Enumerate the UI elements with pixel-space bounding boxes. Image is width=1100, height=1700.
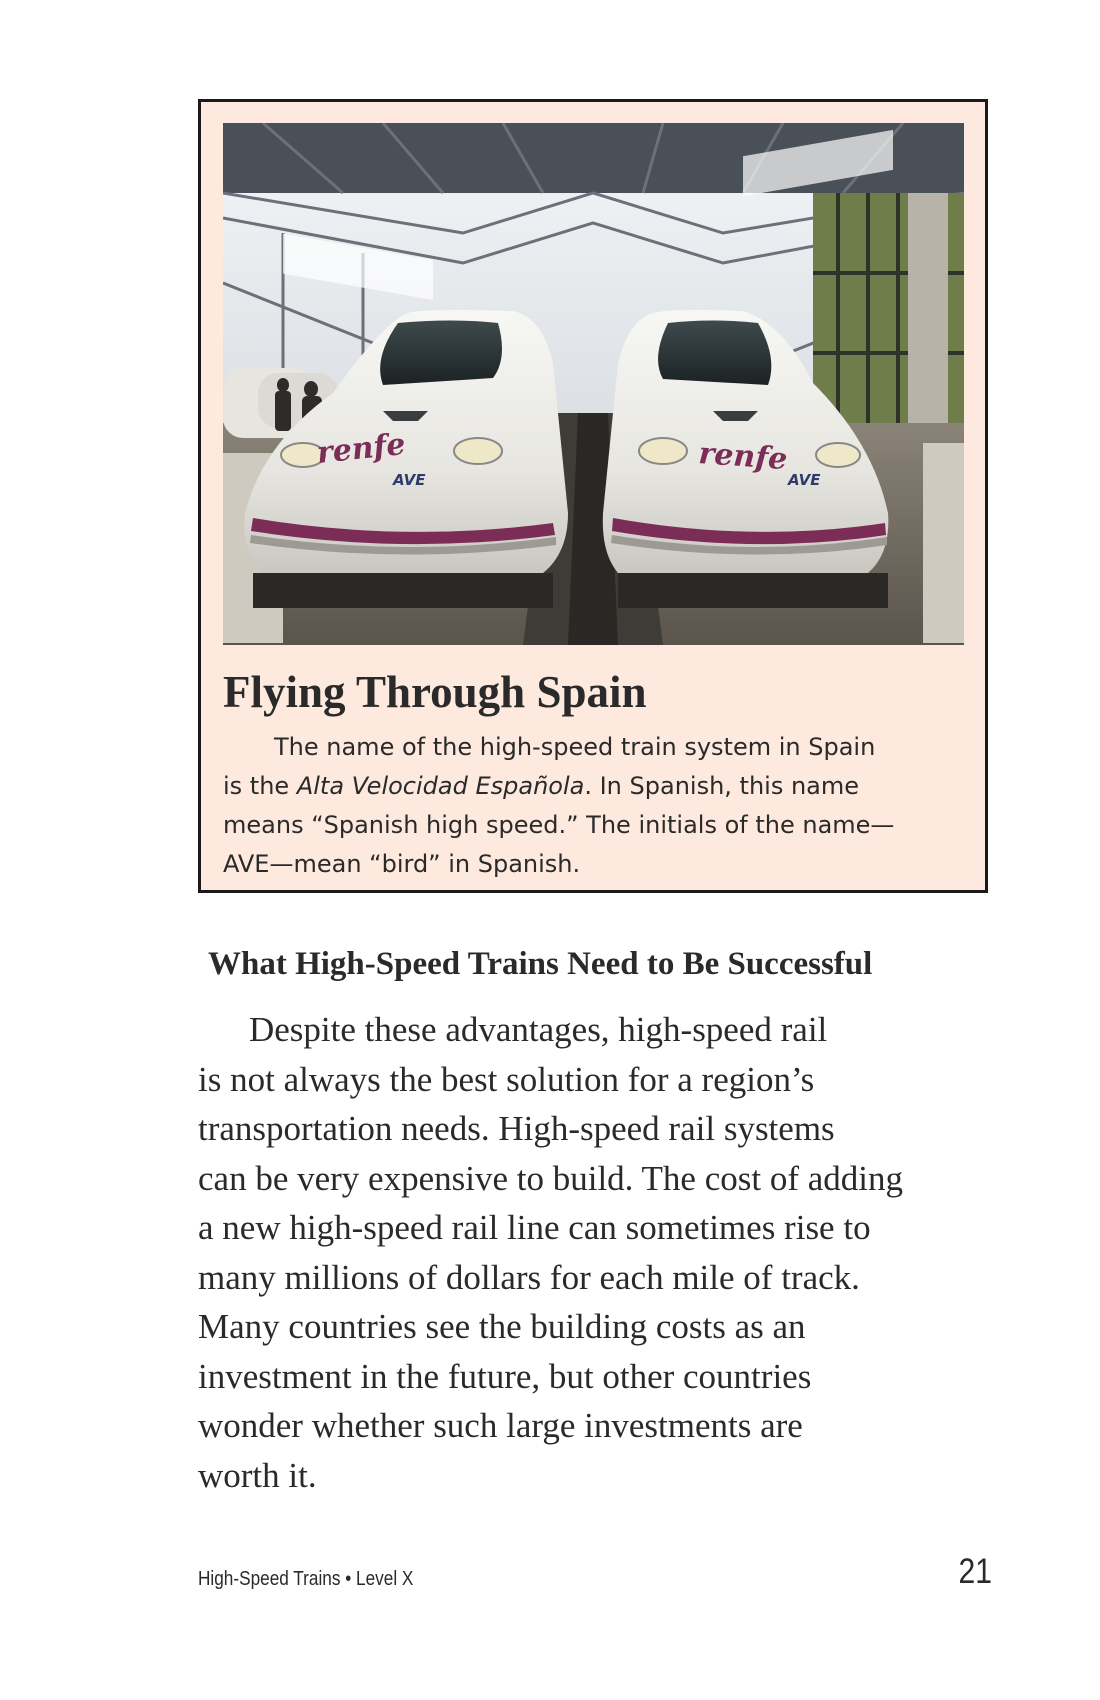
body-line: is not always the best solution for a re… bbox=[198, 1059, 815, 1099]
body-line: transportation needs. High-speed rail sy… bbox=[198, 1109, 835, 1148]
body-paragraph: Despite these advantages, high-speed rai… bbox=[198, 1005, 998, 1500]
italic-term: Alta Velocidad Española bbox=[296, 772, 585, 800]
body-line: wonder whether such large investments ar… bbox=[198, 1406, 803, 1445]
body-line: Many countries see the building costs as… bbox=[198, 1307, 806, 1346]
body-line: many millions of dollars for each mile o… bbox=[198, 1257, 860, 1297]
page-number: 21 bbox=[958, 1552, 992, 1591]
sidebar-line: The name of the high-speed train system … bbox=[274, 733, 876, 761]
body-line: a new high-speed rail line can sometimes… bbox=[198, 1208, 871, 1247]
body-line: Despite these advantages, high-speed rai… bbox=[249, 1010, 828, 1049]
footer-book-info: High-Speed Trains • Level X bbox=[198, 1568, 414, 1590]
sidebar-line: AVE—mean “bird” in Spanish. bbox=[223, 850, 581, 878]
sidebar-line: means “Spanish high speed.” The initials… bbox=[223, 811, 895, 839]
sidebar-line: is the Alta Velocidad Española. In Spani… bbox=[223, 772, 860, 800]
body-line: investment in the future, but other coun… bbox=[198, 1356, 812, 1396]
renfe-logo-right: renfe bbox=[697, 436, 788, 477]
ave-logo-left: AVE bbox=[392, 471, 426, 489]
body-line: can be very expensive to build. The cost… bbox=[198, 1158, 903, 1198]
body-line: worth it. bbox=[198, 1455, 317, 1495]
train-illustration: renfe AVE renfe AVE bbox=[223, 123, 964, 645]
ave-logo-right: AVE bbox=[787, 471, 821, 489]
section-heading: What High-Speed Trains Need to Be Succes… bbox=[208, 946, 873, 982]
sidebar-title: Flying Through Spain bbox=[223, 667, 647, 717]
train-photo: renfe AVE renfe AVE bbox=[223, 123, 964, 645]
sidebar-paragraph: The name of the high-speed train system … bbox=[223, 728, 958, 884]
